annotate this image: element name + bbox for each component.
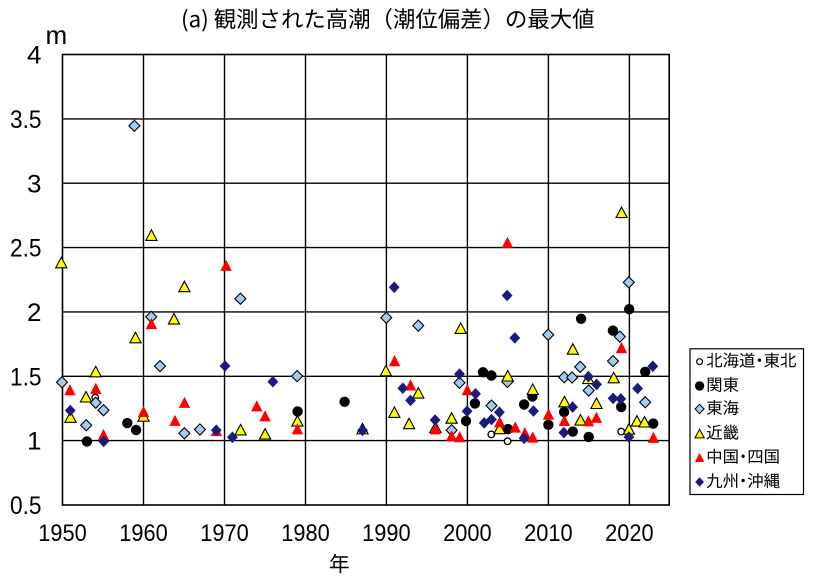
svg-text:2000: 2000 — [443, 520, 492, 547]
svg-text:3: 3 — [27, 170, 42, 198]
svg-text:m: m — [46, 20, 68, 50]
svg-text:1980: 1980 — [281, 520, 330, 547]
svg-text:4: 4 — [27, 42, 42, 70]
svg-text:2010: 2010 — [524, 520, 573, 547]
svg-text:1990: 1990 — [362, 520, 411, 547]
svg-text:3.5: 3.5 — [10, 106, 42, 134]
svg-text:1.5: 1.5 — [10, 363, 42, 391]
svg-text:1970: 1970 — [200, 520, 249, 547]
svg-text:1: 1 — [27, 428, 42, 456]
svg-text:1950: 1950 — [38, 520, 87, 547]
svg-text:2020: 2020 — [605, 520, 654, 547]
svg-text:2: 2 — [27, 299, 42, 327]
svg-text:1960: 1960 — [119, 520, 168, 547]
svg-text:2.5: 2.5 — [10, 235, 42, 263]
svg-text:0.5: 0.5 — [10, 492, 42, 520]
